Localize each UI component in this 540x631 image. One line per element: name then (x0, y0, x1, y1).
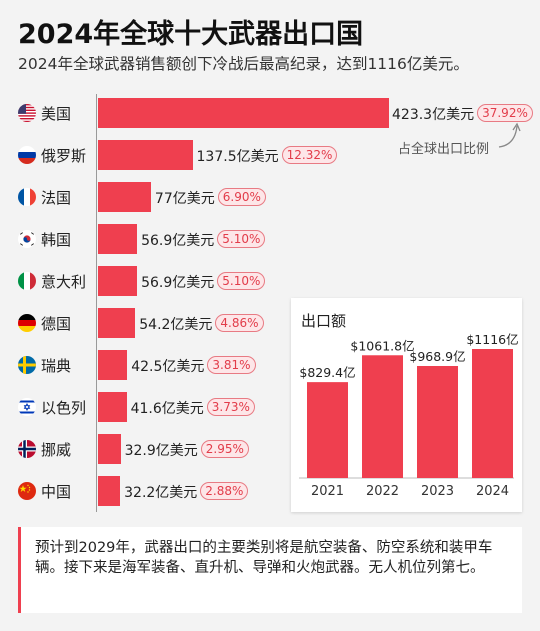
country-label: 韩国 (41, 231, 72, 249)
value-label: 42.5亿美元 (131, 359, 205, 375)
year-value-label: $968.9亿 (409, 349, 465, 364)
china-flag-icon (18, 482, 36, 500)
russia-flag-icon (18, 146, 36, 164)
year-tick-label: 2024 (476, 484, 509, 499)
page-title: 2024年全球十大武器出口国 (18, 19, 364, 50)
export-value-chart: $829.4亿 2021 $1061.8亿 2022 $968.9亿 2023 $1116亿… (299, 332, 519, 499)
share-badge: 12.32% (281, 146, 338, 164)
country-label: 法国 (41, 189, 72, 207)
value-label: 423.3亿美元 (392, 107, 475, 123)
share-badge: 2.95% (200, 440, 249, 458)
bar (98, 266, 138, 296)
country-label: 俄罗斯 (41, 147, 87, 165)
value-label: 32.2亿美元 (124, 485, 198, 501)
share-badge: 3.81% (207, 356, 256, 374)
country-label: 美国 (41, 105, 72, 123)
country-label: 瑞典 (41, 357, 72, 375)
axis-line (96, 94, 97, 512)
share-note-arrow (498, 122, 521, 148)
value-label: 32.9亿美元 (124, 443, 198, 459)
forecast-note: 预计到2029年，武器出口的主要类别将是航空装备、防空系统和装甲车辆。接下来是海… (18, 527, 522, 613)
value-label: 77亿美元 (154, 191, 215, 207)
us-flag-icon (18, 104, 36, 122)
bar (98, 350, 128, 380)
share-badge: 37.92% (477, 104, 533, 122)
value-label: 56.9亿美元 (141, 275, 215, 291)
panel-title: 出口额 (301, 312, 347, 330)
year-bar (362, 355, 403, 478)
year-tick-label: 2021 (311, 484, 344, 499)
year-value-label: $829.4亿 (299, 365, 355, 380)
bar (98, 182, 151, 212)
forecast-text: 预计到2029年，武器出口的主要类别将是航空装备、防空系统和装甲车辆。接下来是海… (35, 540, 493, 576)
norway-flag-icon (18, 440, 36, 458)
bar (98, 434, 121, 464)
export-value-panel: 出口额 $829.4亿 2021 $1061.8亿 2022 $968.9亿 2023 $1… (291, 298, 522, 512)
share-badge: 3.73% (206, 398, 255, 416)
country-label: 德国 (41, 315, 72, 333)
value-label: 41.6亿美元 (130, 401, 204, 417)
value-label: 54.2亿美元 (139, 317, 213, 333)
year-value-label: $1116亿 (466, 332, 518, 347)
share-badge: 4.86% (215, 314, 264, 332)
share-badge: 6.90% (217, 188, 266, 206)
value-label: 137.5亿美元 (196, 149, 279, 165)
israel-flag-icon (18, 398, 36, 416)
year-bar (472, 349, 513, 478)
share-badge: 5.10% (217, 230, 266, 248)
france-flag-icon (18, 188, 36, 206)
share-note-label: 占全球出口比例 (398, 142, 490, 157)
country-label: 挪威 (41, 441, 72, 459)
value-label: 56.9亿美元 (141, 233, 215, 249)
sweden-flag-icon (18, 356, 36, 374)
bar (98, 392, 127, 422)
country-label: 中国 (41, 483, 72, 501)
germany-flag-icon (18, 314, 36, 332)
bar (98, 98, 389, 128)
country-label: 以色列 (41, 399, 87, 417)
year-bar (307, 382, 348, 478)
country-label: 意大利 (41, 273, 87, 291)
bar (98, 224, 138, 254)
bar (98, 476, 121, 506)
bar (98, 140, 193, 170)
share-badge: 2.88% (200, 482, 249, 500)
share-note: 占全球出口比例 (398, 138, 489, 157)
italy-flag-icon (18, 272, 36, 290)
year-bar (417, 366, 458, 478)
share-badge: 5.10% (217, 272, 266, 290)
page-subtitle: 2024年全球武器销售额创下冷战后最高纪录，达到1116亿美元。 (18, 55, 469, 73)
year-tick-label: 2023 (421, 484, 454, 499)
korea-flag-icon (18, 230, 36, 248)
year-tick-label: 2022 (366, 484, 399, 499)
bar (98, 308, 136, 338)
year-value-label: $1061.8亿 (350, 338, 414, 353)
